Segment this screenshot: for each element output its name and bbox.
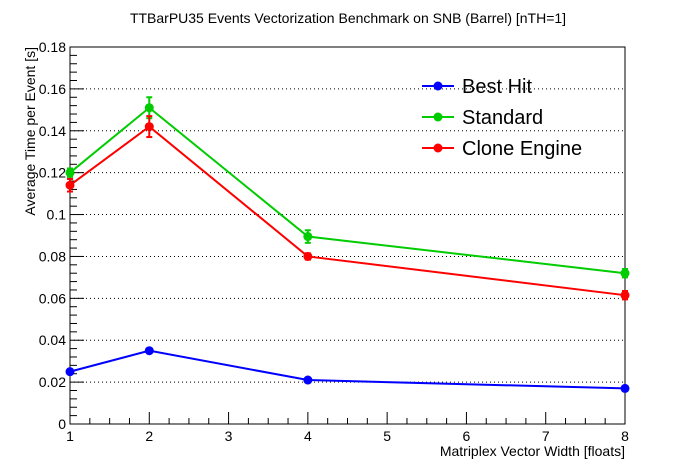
data-point xyxy=(620,290,630,300)
data-point xyxy=(65,180,75,190)
data-point xyxy=(620,383,630,393)
legend: Best Hit Standard Clone Engine xyxy=(422,76,582,160)
data-point xyxy=(144,103,154,113)
data-point xyxy=(65,168,75,178)
data-point xyxy=(620,268,630,278)
y-tick-label: 0.02 xyxy=(39,374,66,390)
y-tick-label: 0.14 xyxy=(39,123,66,139)
chart-title: TTBarPU35 Events Vectorization Benchmark… xyxy=(130,10,566,26)
x-tick-label: 4 xyxy=(304,428,312,444)
y-axis-title: Average Time per Event [s] xyxy=(22,47,38,216)
series-line xyxy=(69,125,626,297)
x-tick-label: 5 xyxy=(383,428,391,444)
y-tick-label: 0.06 xyxy=(39,290,66,306)
legend-label: Best Hit xyxy=(462,76,532,98)
data-point xyxy=(144,346,154,356)
x-tick-label: 8 xyxy=(621,428,629,444)
legend-label: Standard xyxy=(462,107,543,129)
x-tick-label: 1 xyxy=(66,428,74,444)
legend-label: Clone Engine xyxy=(462,138,582,160)
series-best-hit xyxy=(65,346,630,393)
data-point xyxy=(144,122,154,132)
data-point xyxy=(303,375,313,385)
series-line xyxy=(69,349,626,390)
legend-marker xyxy=(433,112,443,122)
y-tick-label: 0.08 xyxy=(39,248,66,264)
y-tick-label: 0.04 xyxy=(39,332,66,348)
series-clone-engine xyxy=(65,115,630,301)
y-tick-label: 0.18 xyxy=(39,39,66,55)
data-point xyxy=(303,232,313,242)
grid-lines xyxy=(70,88,625,383)
series-layer xyxy=(65,96,630,393)
y-tick-label: 0.1 xyxy=(47,207,67,223)
x-axis-title: Matriplex Vector Width [floats] xyxy=(440,443,625,459)
axis-ticks: 0 0.02 0.04 0.06 0.08 0.1 0.12 0.14 0.16 0.18 1 2 3 4… xyxy=(39,39,629,444)
x-tick-label: 7 xyxy=(542,428,550,444)
data-point xyxy=(65,367,75,377)
y-tick-label: 0.16 xyxy=(39,81,66,97)
x-tick-label: 2 xyxy=(145,428,153,444)
legend-marker xyxy=(433,143,443,153)
legend-marker xyxy=(433,81,443,91)
series-line xyxy=(69,106,626,275)
y-tick-label: 0 xyxy=(58,416,66,432)
x-tick-label: 6 xyxy=(463,428,471,444)
x-tick-label: 3 xyxy=(225,428,233,444)
series-standard xyxy=(65,96,630,279)
data-point xyxy=(303,251,313,261)
y-tick-label: 0.12 xyxy=(39,165,66,181)
